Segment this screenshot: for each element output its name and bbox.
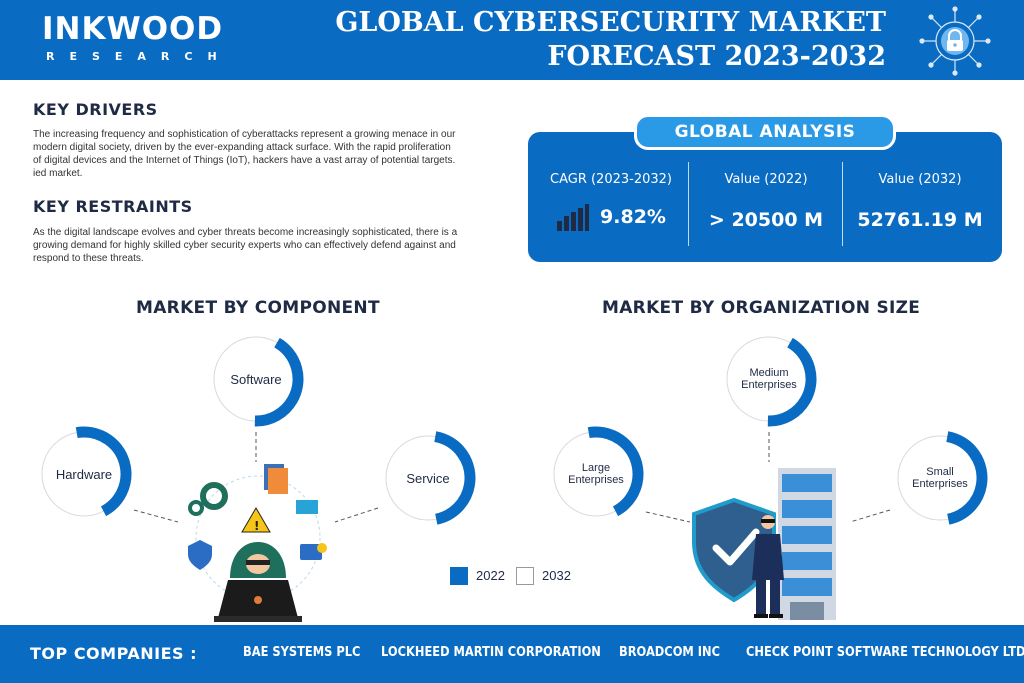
donut-ring [721,331,817,427]
bar-growth-icon [557,204,590,231]
company-item: BAE SYSTEMS PLC [243,645,361,660]
title-line-2: FORECAST 2023-2032 [547,41,886,72]
large-enterprises-donut: Large Enterprises [546,424,646,524]
footer-banner: TOP COMPANIES : BAE SYSTEMS PLC LOCKHEED… [0,625,1024,683]
legend-swatch-2032 [516,567,534,585]
hacker-laptop-icon: ! [188,464,327,622]
small-enterprises-donut: Small Enterprises [890,428,990,528]
hardware-label: Hardware [55,466,113,482]
cagr-label: CAGR (2023-2032) [550,172,672,187]
top-companies-label: TOP COMPANIES : [30,644,197,663]
value-2022-label: Value (2022) [724,172,808,187]
svg-text:!: ! [254,519,259,533]
value-2022-stat: Value (2022) > 20500 M [692,172,840,252]
brand-logo: INKWOOD RESEARCH [42,12,252,63]
value-2032-stat: Value (2032) 52761.19 M [846,172,994,252]
key-restraints-heading: KEY RESTRAINTS [33,197,193,216]
donut-ring [548,426,644,522]
software-donut: Software [206,329,306,429]
large-enterprises-label: Large Enterprises [568,462,624,486]
key-restraints-text: As the digital landscape evolves and cyb… [33,227,458,264]
global-analysis-heading: GLOBAL ANALYSIS [634,114,896,150]
service-label: Service [406,470,450,486]
value-2032-label: Value (2032) [878,172,962,187]
divider [842,162,843,246]
donut-ring [36,426,132,522]
market-by-organization-heading: MARKET BY ORGANIZATION SIZE [602,298,921,318]
cagr-value-row: 9.82% [536,203,686,231]
cagr-value: 9.82% [600,206,666,228]
value-2032: 52761.19 M [857,209,983,231]
legend-swatch-2022 [450,567,468,585]
header-banner: INKWOOD RESEARCH GLOBAL CYBERSECURITY MA… [0,0,1024,80]
security-guard-building-icon [692,468,836,620]
page-title: GLOBAL CYBERSECURITY MARKET FORECAST 202… [335,6,886,74]
donut-ring [892,430,988,526]
hardware-donut: Hardware [34,424,134,524]
market-by-component-heading: MARKET BY COMPONENT [136,298,380,318]
brand-name: INKWOOD [42,11,224,47]
medium-enterprises-label: Medium Enterprises [741,367,797,391]
title-line-1: GLOBAL CYBERSECURITY MARKET [335,7,886,38]
key-drivers-heading: KEY DRIVERS [33,100,158,119]
company-item: LOCKHEED MARTIN CORPORATION [381,645,601,660]
donut-ring [380,430,476,526]
legend-label-2022: 2022 [476,568,505,583]
donut-arc-2022 [548,426,644,522]
lock-network-icon [919,6,991,76]
legend-label-2032: 2032 [542,568,571,583]
donut-ring [208,331,304,427]
software-label: Software [230,371,282,387]
global-analysis-panel [528,132,1002,262]
cagr-stat: CAGR (2023-2032) 9.82% [536,172,686,252]
value-2022: > 20500 M [708,209,824,231]
brand-subtitle: RESEARCH [46,50,232,63]
company-item: BROADCOM INC [619,645,721,660]
donut-arc-2022 [36,426,132,522]
key-drivers-text: The increasing frequency and sophisticat… [33,129,456,179]
service-donut: Service [378,428,478,528]
small-enterprises-label: Small Enterprises [912,466,968,490]
medium-enterprises-donut: Medium Enterprises [719,329,819,429]
divider [688,162,689,246]
company-item: CHECK POINT SOFTWARE TECHNOLOGY LTD [746,645,1024,660]
